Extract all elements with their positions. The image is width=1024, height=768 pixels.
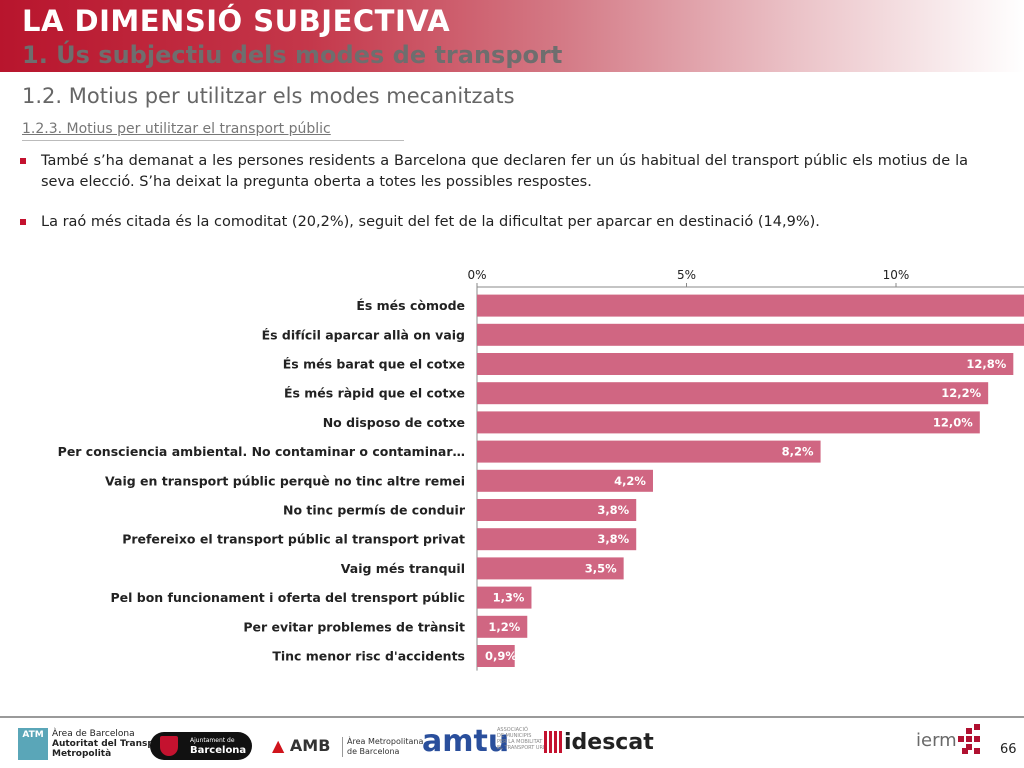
- category-label: Pel bon funcionament i oferta del trensp…: [110, 590, 465, 605]
- value-label: 8,2%: [782, 445, 814, 459]
- category-label: Per consciencia ambiental. No contaminar…: [58, 444, 465, 459]
- header-subtitle: 1. Ús subjectiu dels modes de transport: [22, 41, 563, 69]
- category-label: No disposo de cotxe: [323, 415, 465, 430]
- bullet-square-icon: [20, 219, 26, 225]
- amb-line: Àrea Metropolitana: [347, 737, 424, 746]
- value-label: 4,2%: [614, 474, 646, 488]
- barcelona-shield-icon: [160, 736, 178, 756]
- amtu-line: PER LA MOBILITAT I: [497, 739, 546, 745]
- value-label: 12,2%: [941, 386, 981, 400]
- value-label: 3,8%: [597, 503, 629, 517]
- atm-logo-text: Àrea de Barcelona Autoritat del Transpor…: [52, 729, 169, 759]
- ajuntament-barcelona-logo: Ajuntament de Barcelona: [150, 732, 252, 760]
- bullet-item: També s’ha demanat a les persones reside…: [20, 151, 968, 193]
- page-number: 66: [1000, 742, 1017, 757]
- x-tick-label: 0%: [467, 268, 486, 282]
- x-tick-label: 10%: [883, 268, 910, 282]
- value-label: 3,8%: [597, 532, 629, 546]
- value-label: 12,0%: [933, 415, 973, 429]
- section-title: 1.2. Motius per utilitzar els modes meca…: [22, 84, 515, 108]
- bar: [477, 586, 532, 609]
- iermb-mark-icon: [958, 724, 984, 754]
- bullet-square-icon: [20, 158, 26, 164]
- amb-logo: ▲ AMB: [272, 736, 330, 755]
- bar: [477, 382, 989, 405]
- category-label: Vaig en transport públic perquè no tinc …: [105, 473, 465, 488]
- amtu-logo-subtext: ASSOCIACIÓ DE MUNICIPIS PER LA MOBILITAT…: [497, 727, 550, 751]
- amtu-logo: amtu: [422, 724, 510, 759]
- category-label: Vaig més tranquil: [341, 561, 465, 576]
- value-label: 12,8%: [966, 357, 1006, 371]
- category-label: No tinc permís de conduir: [283, 503, 466, 518]
- amb-chevron-icon: ▲: [272, 736, 285, 755]
- barcelona-line: Barcelona: [190, 745, 247, 756]
- idescat-text: idescat: [564, 730, 654, 755]
- amtu-line: EL TRANSPORT URBÀ: [497, 745, 550, 751]
- iermb-logo: ierm: [916, 730, 957, 751]
- bar: [477, 469, 653, 492]
- bar: [477, 615, 528, 638]
- footer-divider: [0, 716, 1024, 718]
- bar: [477, 528, 637, 551]
- header-banner: LA DIMENSIÓ SUBJECTIVA 1. Ús subjectiu d…: [0, 0, 1024, 72]
- bar-chart: 0%5%10%15%20%És més còmode20,2%És difíci…: [58, 268, 1024, 671]
- bar: [477, 353, 1014, 375]
- atm-line: Àrea de Barcelona: [52, 729, 135, 739]
- bar: [477, 499, 637, 521]
- bar: [477, 323, 1024, 346]
- value-label: 1,2%: [488, 620, 520, 634]
- bullet-text: També s’ha demanat a les persones reside…: [41, 153, 968, 190]
- x-tick-label: 5%: [677, 268, 696, 282]
- bar: [477, 294, 1024, 317]
- category-label: És més ràpid que el cotxe: [284, 386, 465, 401]
- bullet-text: La raó més citada és la comoditat (20,2%…: [41, 214, 820, 230]
- category-label: Per evitar problemes de trànsit: [243, 619, 465, 634]
- idescat-logo: idescat: [544, 730, 654, 755]
- atm-badge: ATM: [22, 730, 44, 740]
- category-label: És més còmode: [356, 298, 465, 313]
- bar: [477, 411, 980, 434]
- category-label: És difícil aparcar allà on vaig: [262, 327, 465, 342]
- subsection-title: 1.2.3. Motius per utilitzar el transport…: [22, 121, 404, 141]
- bar: [477, 645, 515, 667]
- amtu-line: ASSOCIACIÓ: [497, 727, 528, 733]
- amb-line: de Barcelona: [347, 747, 400, 756]
- atm-logo: ATM: [18, 728, 48, 760]
- atm-line: Autoritat del Transport: [52, 739, 169, 749]
- atm-line: Metropolità: [52, 749, 112, 759]
- amb-logo-subtext: Àrea Metropolitana de Barcelona: [342, 737, 423, 757]
- value-label: 0,9%: [485, 649, 517, 663]
- idescat-mark-icon: [544, 731, 562, 753]
- ajuntament-line: Ajuntament de: [190, 737, 235, 744]
- header-title: LA DIMENSIÓ SUBJECTIVA: [22, 4, 451, 38]
- value-label: 3,5%: [585, 561, 617, 575]
- bar: [477, 440, 821, 463]
- value-label: 1,3%: [493, 591, 525, 605]
- category-label: És més barat que el cotxe: [283, 357, 465, 372]
- category-label: Tinc menor risc d'accidents: [272, 649, 465, 664]
- category-label: Prefereixo el transport públic al transp…: [122, 532, 465, 547]
- amtu-line: DE MUNICIPIS: [497, 733, 532, 739]
- bullet-item: La raó més citada és la comoditat (20,2%…: [20, 212, 968, 233]
- bar: [477, 557, 624, 580]
- amb-text: AMB: [289, 736, 331, 755]
